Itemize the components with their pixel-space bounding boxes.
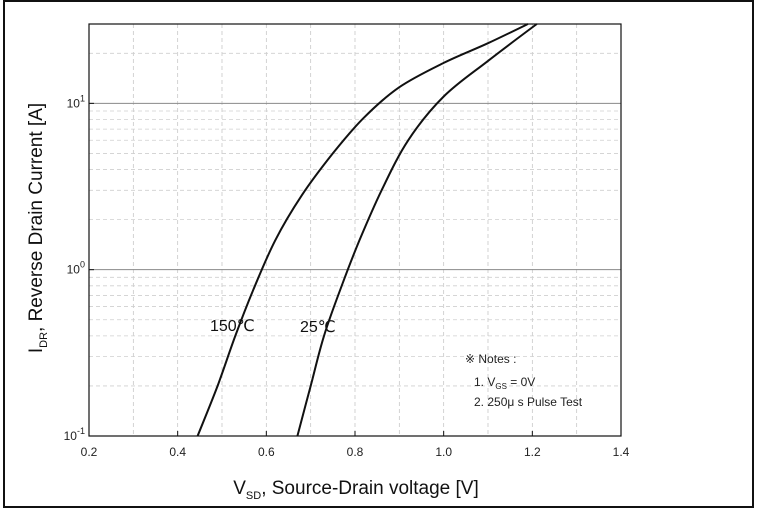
series-line-1: [296, 23, 538, 437]
x-tick-label: 0.6: [258, 445, 275, 459]
grid: [88, 23, 622, 437]
curve-label-150: 150℃: [210, 318, 255, 335]
y-tick-label: 100: [67, 260, 85, 277]
y-axis-title: IDR, Reverse Drain Current [A]: [26, 103, 50, 353]
y-tick-label: 101: [67, 93, 85, 110]
x-axis-title: VSD, Source-Drain voltage [V]: [233, 478, 479, 502]
x-tick-label: 0.4: [169, 445, 186, 459]
notes-line-2: 2. 250μ s Pulse Test: [474, 395, 583, 409]
series-line-0: [196, 23, 529, 437]
x-tick-label: 1.0: [435, 445, 452, 459]
x-tick-label: 0.2: [81, 445, 98, 459]
curves: [196, 23, 538, 437]
notes-title: ※ Notes :: [465, 352, 516, 366]
notes-box: ※ Notes : 1. VGS = 0V 2. 250μ s Pulse Te…: [465, 352, 583, 409]
curve-label-25: 25℃: [300, 319, 336, 336]
notes-line-1: 1. VGS = 0V: [474, 375, 535, 391]
x-tick-label: 1.4: [613, 445, 630, 459]
figure-frame: [3, 0, 754, 508]
x-tick-label: 0.8: [347, 445, 364, 459]
y-tick-label: 10-1: [64, 426, 85, 443]
axis-ticks: 0.2 0.4 0.6 0.8 1.0 1.2 1.4 10-1 100 101: [64, 93, 630, 459]
x-tick-label: 1.2: [524, 445, 541, 459]
